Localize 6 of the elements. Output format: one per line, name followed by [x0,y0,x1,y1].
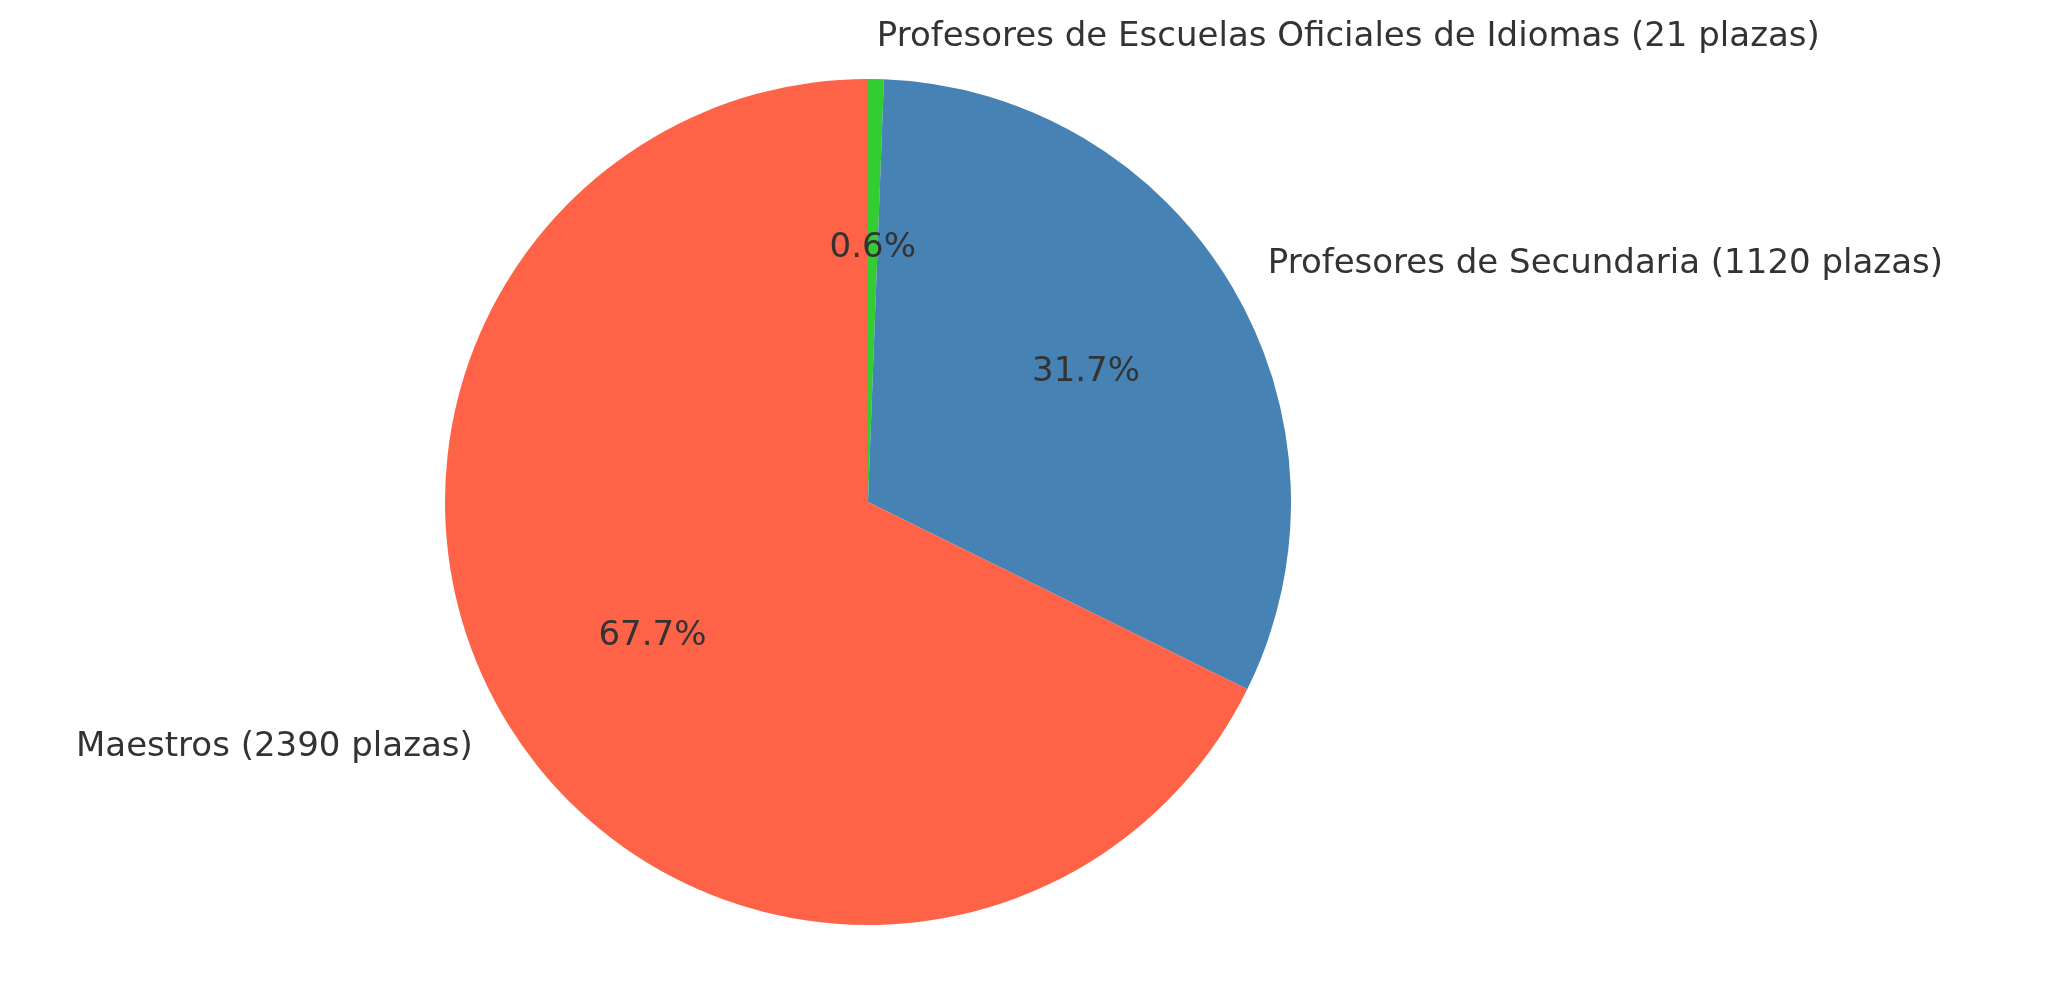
data-label: 67.7% [598,612,707,653]
slice-label: Profesores de Escuelas Oficiales de Idiomas (21 plazas) [876,13,1820,54]
data-label: 31.7% [1032,348,1141,389]
slice-label: Maestros (2390 plazas) [75,724,473,765]
data-label: 0.6% [829,225,916,266]
slice-label: Profesores de Secundaria (1120 plazas) [1267,240,1943,281]
